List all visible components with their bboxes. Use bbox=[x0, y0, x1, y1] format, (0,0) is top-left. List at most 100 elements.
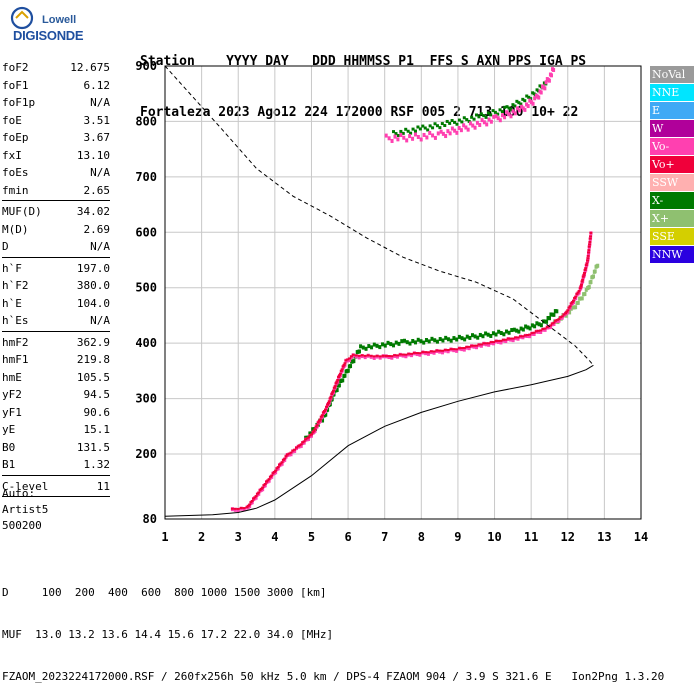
trace-vo-plus bbox=[315, 424, 319, 427]
trace-vo-plus bbox=[343, 362, 347, 365]
trace-vo-plus bbox=[348, 357, 352, 360]
param-value: 131.5 bbox=[76, 440, 110, 454]
trace-vo-minus-upper bbox=[489, 119, 493, 124]
trace-vo-plus bbox=[545, 326, 549, 329]
trace-x-minus-upper bbox=[401, 131, 405, 135]
param-value: 219.8 bbox=[76, 353, 110, 366]
trace-vo-plus bbox=[319, 415, 323, 418]
trace-vo-plus bbox=[584, 264, 588, 267]
param-value: 104.0 bbox=[76, 296, 110, 310]
trace-vo-plus bbox=[366, 354, 370, 357]
trace-vo-plus bbox=[268, 475, 272, 478]
trace-x-minus-upper bbox=[500, 110, 504, 114]
param-label: foF1p bbox=[2, 96, 36, 109]
trace-x-plus bbox=[574, 305, 578, 310]
trace-x-minus-upper bbox=[496, 112, 500, 116]
trace-vo-minus-upper bbox=[453, 128, 457, 133]
trace-x-minus bbox=[539, 323, 543, 328]
trace-vo-plus bbox=[429, 350, 433, 353]
trace-x-minus-upper bbox=[445, 119, 449, 123]
trace-vo-plus bbox=[581, 275, 585, 278]
trace-x-minus bbox=[335, 388, 339, 393]
trace-vo-plus bbox=[482, 342, 486, 345]
auto-version: 500200 bbox=[2, 519, 42, 532]
param-value: 6.12 bbox=[83, 78, 111, 92]
trace-vo-minus-upper bbox=[471, 123, 475, 128]
param-row: foF1 6.12 bbox=[2, 77, 110, 95]
param-value: N/A bbox=[90, 96, 110, 109]
trace-x-minus bbox=[326, 407, 330, 412]
trace-x-minus-upper bbox=[433, 122, 437, 126]
trace-x-minus-upper bbox=[440, 122, 444, 126]
trace-vo-plus bbox=[267, 478, 271, 481]
trace-vo-plus bbox=[557, 318, 561, 321]
x-tick-label: 9 bbox=[454, 530, 461, 544]
ionogram-traces bbox=[164, 65, 600, 517]
footer-info: D 100 200 400 600 800 1000 1500 3000 [km… bbox=[2, 558, 664, 698]
trace-x-minus bbox=[494, 332, 498, 337]
param-label: foEs bbox=[2, 166, 29, 179]
trace-vo-plus bbox=[338, 374, 342, 377]
trace-vo-minus bbox=[390, 355, 394, 360]
trace-vo-minus-upper bbox=[521, 106, 525, 111]
trace-vo-plus bbox=[270, 474, 274, 477]
trace-vo-plus bbox=[395, 354, 399, 357]
param-row: M(D) 2.69 bbox=[2, 221, 110, 239]
param-row: h`Es N/A bbox=[2, 312, 110, 330]
trace-vo-plus bbox=[321, 411, 325, 414]
trace-x-minus-upper bbox=[438, 126, 442, 130]
param-value: N/A bbox=[90, 240, 110, 253]
param-value: 11 bbox=[96, 479, 110, 493]
trace-vo-plus bbox=[335, 380, 339, 383]
trace-vo-plus bbox=[504, 338, 508, 341]
trace-vo-plus bbox=[283, 457, 287, 460]
trace-vo-plus bbox=[560, 315, 564, 318]
trace-vo-plus bbox=[569, 302, 573, 305]
trace-vo-plus bbox=[375, 354, 379, 357]
trace-vo-minus bbox=[516, 336, 520, 341]
trace-x-minus bbox=[537, 322, 541, 327]
trace-vo-plus bbox=[552, 321, 556, 324]
trace-x-minus bbox=[481, 334, 485, 339]
trace-vo-plus bbox=[455, 348, 459, 351]
trace-x-minus-upper bbox=[525, 94, 529, 98]
trace-vo-minus bbox=[499, 340, 503, 345]
x-tick-label: 6 bbox=[344, 530, 351, 544]
trace-x-minus bbox=[438, 337, 442, 342]
trace-x-minus bbox=[361, 345, 365, 350]
trace-vo-minus-upper bbox=[428, 130, 432, 135]
trace-vo-plus bbox=[349, 355, 353, 358]
trace-x-minus bbox=[512, 327, 516, 332]
trace-x-minus-upper bbox=[394, 132, 398, 136]
trace-vo-plus bbox=[412, 351, 416, 354]
trace-vo-minus-upper bbox=[523, 107, 527, 112]
trace-x-minus bbox=[460, 336, 464, 341]
trace-vo-plus bbox=[539, 329, 543, 332]
trace-x-minus-upper bbox=[406, 129, 410, 133]
trace-vo-minus bbox=[446, 349, 450, 354]
trace-vo-minus-upper bbox=[539, 90, 543, 95]
trace-vo-plus bbox=[250, 499, 254, 502]
legend-item-w: W bbox=[650, 120, 694, 137]
trace-x-minus-upper bbox=[477, 115, 481, 119]
param-row: C-level 11 bbox=[2, 478, 110, 496]
y-tick-label: 200 bbox=[135, 447, 157, 461]
trace-x-minus-upper bbox=[507, 106, 511, 110]
trace-x-plus bbox=[589, 279, 593, 284]
trace-vo-plus bbox=[438, 349, 442, 352]
trace-vo-minus-upper bbox=[393, 134, 397, 139]
y-tick-label: 80 bbox=[143, 512, 157, 526]
trace-vo-plus bbox=[565, 310, 569, 313]
trace-vo-plus bbox=[549, 324, 553, 327]
trace-x-minus bbox=[455, 337, 459, 342]
param-label: foE bbox=[2, 113, 22, 127]
param-label: C-level bbox=[2, 479, 49, 493]
param-value: 3.51 bbox=[83, 113, 111, 127]
trace-vo-plus bbox=[579, 285, 583, 288]
trace-vo-minus bbox=[528, 334, 532, 339]
trace-vo-plus bbox=[484, 342, 488, 345]
trace-vo-minus-upper bbox=[552, 67, 556, 72]
trace-vo-plus bbox=[532, 331, 536, 334]
param-row: hmF2 362.9 bbox=[2, 334, 110, 352]
param-value: N/A bbox=[90, 166, 110, 179]
